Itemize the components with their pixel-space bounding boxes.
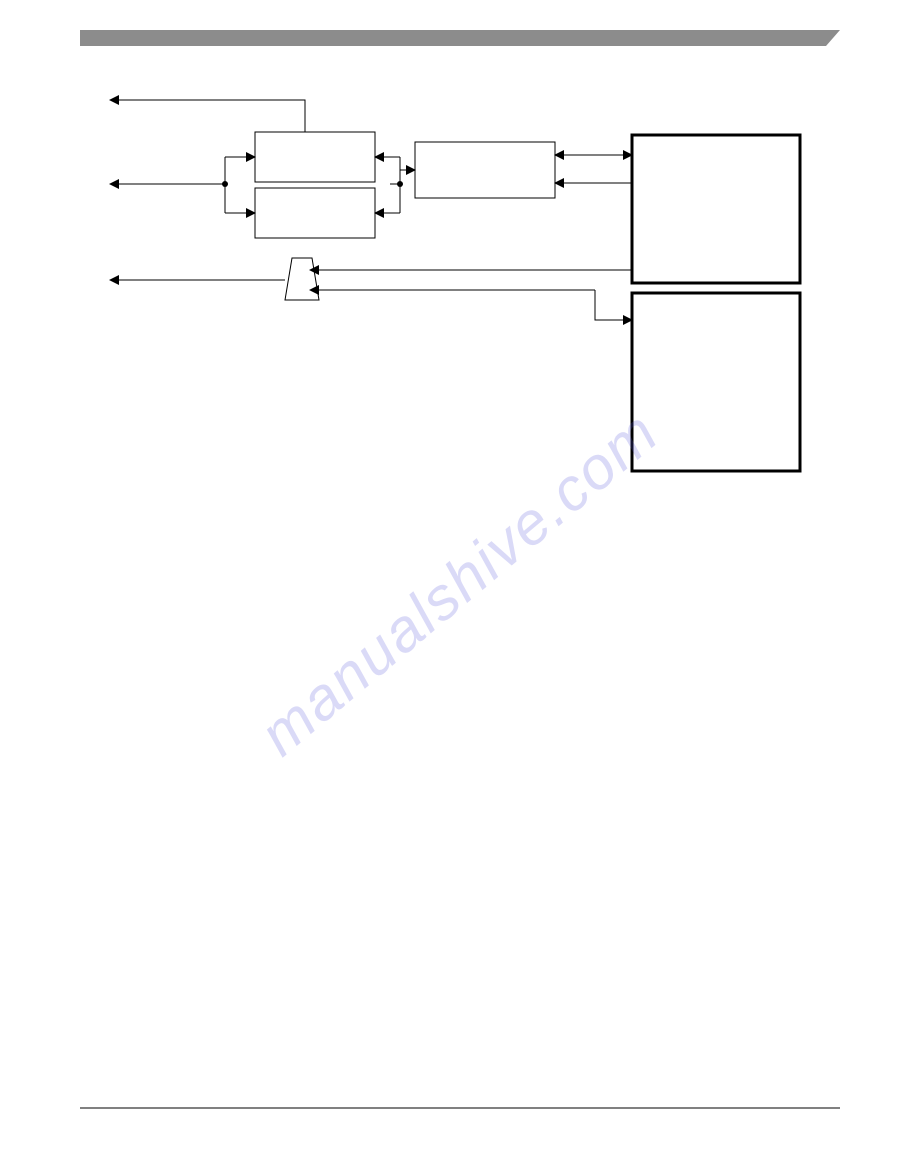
block-diagram (0, 0, 918, 1166)
page: manualshive.com (0, 0, 918, 1166)
